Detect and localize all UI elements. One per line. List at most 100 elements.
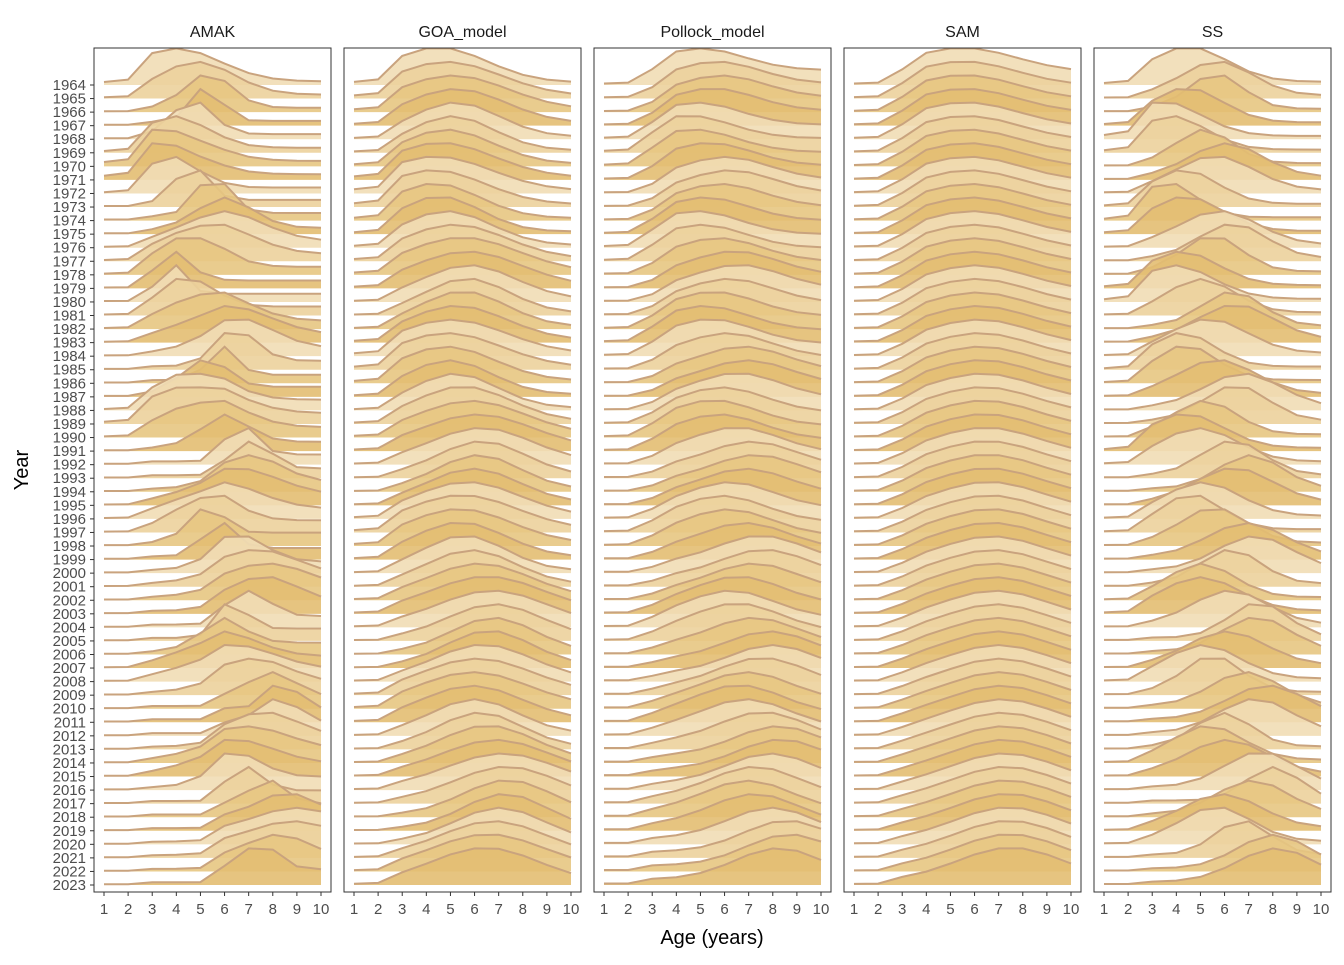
ridge-line-1970 bbox=[603, 128, 822, 166]
facet-label: SAM bbox=[945, 24, 980, 41]
ridge-line-1984 bbox=[1103, 318, 1322, 356]
ridge-line-1989 bbox=[1103, 386, 1322, 424]
ridge-line-2008 bbox=[353, 643, 572, 682]
x-tick-label: 3 bbox=[898, 901, 906, 918]
ridge-line-2020 bbox=[604, 806, 822, 844]
y-tick-label: 2016 bbox=[53, 782, 86, 799]
ridge-line-1998 bbox=[104, 508, 321, 547]
ridge-line-2009 bbox=[353, 657, 572, 695]
x-tick-label: 8 bbox=[1019, 901, 1027, 918]
y-tick-label: 2000 bbox=[53, 565, 86, 582]
ridge-line-1972 bbox=[853, 155, 1072, 194]
panel-border bbox=[93, 47, 332, 893]
ridge-line-2004 bbox=[353, 589, 572, 628]
y-tick-label: 2018 bbox=[53, 809, 86, 826]
y-tick-label: 1999 bbox=[53, 552, 86, 569]
x-tick-label: 10 bbox=[1063, 901, 1080, 918]
ridge-line-2023 bbox=[353, 847, 572, 885]
x-tick-label: 10 bbox=[1313, 901, 1330, 918]
ridge-line-2014 bbox=[853, 725, 1072, 763]
ridge-line-1996 bbox=[103, 481, 322, 519]
x-axis-title: Age (years) bbox=[660, 927, 763, 949]
ridge-line-1989 bbox=[853, 386, 1072, 424]
y-tick-label: 1982 bbox=[53, 321, 86, 338]
x-tick-label: 2 bbox=[374, 901, 382, 918]
ridge-line-2006 bbox=[603, 616, 822, 655]
ridge-line-1993 bbox=[853, 440, 1072, 479]
ridge-line-2015 bbox=[604, 738, 822, 777]
x-tick-label: 1 bbox=[600, 901, 608, 918]
y-tick-label: 1991 bbox=[53, 443, 86, 460]
ridge-line-2017 bbox=[603, 765, 822, 804]
ridge-line-2015 bbox=[353, 738, 572, 777]
ridge-line-1977 bbox=[103, 223, 322, 261]
ridge-line-2001 bbox=[604, 549, 822, 587]
ridge-line-2012 bbox=[353, 698, 572, 736]
ridge-line-2012 bbox=[104, 698, 322, 737]
ridge-line-2007 bbox=[103, 630, 322, 669]
ridge-line-2005 bbox=[104, 603, 321, 642]
ridge-line-1996 bbox=[353, 481, 572, 519]
ridge-line-2014 bbox=[1103, 725, 1322, 763]
ridge-line-1967 bbox=[603, 88, 822, 126]
x-tick-label: 3 bbox=[398, 901, 406, 918]
ridge-line-2013 bbox=[853, 711, 1072, 750]
ridge-line-2016 bbox=[353, 752, 572, 790]
y-tick-label: 1970 bbox=[53, 158, 86, 175]
x-tick-label: 3 bbox=[648, 901, 656, 918]
x-tick-label: 1 bbox=[850, 901, 858, 918]
y-tick-label: 1992 bbox=[53, 457, 86, 474]
ridge-line-1964 bbox=[603, 48, 822, 85]
ridge-line-1981 bbox=[353, 277, 572, 316]
ridge-line-1986 bbox=[104, 345, 321, 384]
ridge-line-1985 bbox=[853, 332, 1072, 370]
y-tick-label: 1966 bbox=[53, 104, 86, 121]
ridge-line-1994 bbox=[1104, 454, 1322, 492]
ridge-line-2003 bbox=[853, 576, 1072, 614]
facet-panel-goa-model: GOA_model 1 2 3 4 5 6 7 8 9 10 bbox=[343, 24, 582, 918]
ridge-line-1974 bbox=[104, 182, 321, 221]
ridge-line-1979 bbox=[1103, 250, 1322, 288]
ridge-line-1971 bbox=[603, 142, 822, 180]
x-tick-label: 1 bbox=[1100, 901, 1108, 918]
x-tick-label: 5 bbox=[946, 901, 954, 918]
ridge-line-1994 bbox=[104, 454, 322, 492]
ridge-line-1993 bbox=[1104, 440, 1322, 479]
ridge-area-1979 bbox=[104, 251, 321, 289]
ridge-line-1975 bbox=[1103, 196, 1322, 234]
ridge-line-1973 bbox=[603, 169, 822, 207]
ridge-line-1980 bbox=[853, 264, 1072, 302]
ridge-line-1987 bbox=[1103, 359, 1322, 397]
ridge-line-1969 bbox=[103, 115, 321, 152]
x-tick-label: 6 bbox=[970, 901, 978, 918]
ridge-line-1990 bbox=[853, 399, 1072, 438]
ridge-line-2023 bbox=[104, 847, 322, 886]
ridge-line-1968 bbox=[603, 101, 822, 139]
ridge-line-2003 bbox=[1103, 576, 1322, 614]
ridge-line-2019 bbox=[353, 793, 572, 831]
ridge-line-1982 bbox=[853, 291, 1072, 329]
ridge-area-1991 bbox=[104, 414, 321, 452]
ridge-line-2012 bbox=[603, 698, 822, 736]
ridge-line-2002 bbox=[853, 562, 1072, 601]
y-tick-label: 1974 bbox=[53, 213, 86, 230]
ridge-line-1965 bbox=[103, 60, 322, 99]
ridge-line-1965 bbox=[1103, 60, 1322, 99]
ridge-line-2001 bbox=[853, 549, 1072, 587]
ridge-line-2022 bbox=[1104, 833, 1322, 872]
panel-border bbox=[343, 47, 582, 893]
ridge-line-2009 bbox=[104, 657, 322, 696]
ridge-line-1997 bbox=[103, 494, 322, 533]
x-tick-label: 6 bbox=[1220, 901, 1228, 918]
ridge-line-1988 bbox=[853, 372, 1072, 411]
x-tick-label: 7 bbox=[994, 901, 1002, 918]
x-tick-label: 10 bbox=[563, 901, 580, 918]
ridge-line-1994 bbox=[853, 454, 1072, 492]
ridge-line-2014 bbox=[353, 725, 572, 763]
ridge-line-2017 bbox=[853, 765, 1072, 804]
y-tick-label: 1990 bbox=[53, 430, 86, 447]
y-tick-label: 2014 bbox=[53, 755, 86, 772]
ridge-line-2007 bbox=[853, 630, 1072, 668]
ridge-line-1994 bbox=[353, 454, 572, 492]
ridge-line-1985 bbox=[353, 332, 572, 368]
